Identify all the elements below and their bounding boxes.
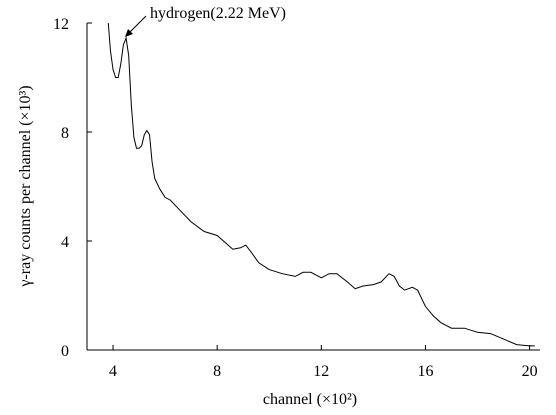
x-tick-label: 12 <box>313 363 329 380</box>
spectrum-line <box>107 22 535 347</box>
y-tick-label: 12 <box>53 16 69 33</box>
x-axis-label: channel (×10²) <box>263 391 357 408</box>
x-tick-label: 16 <box>417 363 433 380</box>
y-axis-label: γ-ray counts per channel (×10³) <box>17 85 34 287</box>
x-tick-label: 4 <box>109 363 117 380</box>
y-tick-label: 0 <box>61 343 69 360</box>
annotation-arrowhead <box>125 29 133 37</box>
x-tick-label: 8 <box>213 363 221 380</box>
x-tick-label: 20 <box>522 363 538 380</box>
y-tick-label: 4 <box>61 234 69 251</box>
y-tick-label: 8 <box>61 125 69 142</box>
annotation-arrow <box>127 15 147 35</box>
annotation: hydrogen(2.22 MeV) <box>150 5 286 22</box>
